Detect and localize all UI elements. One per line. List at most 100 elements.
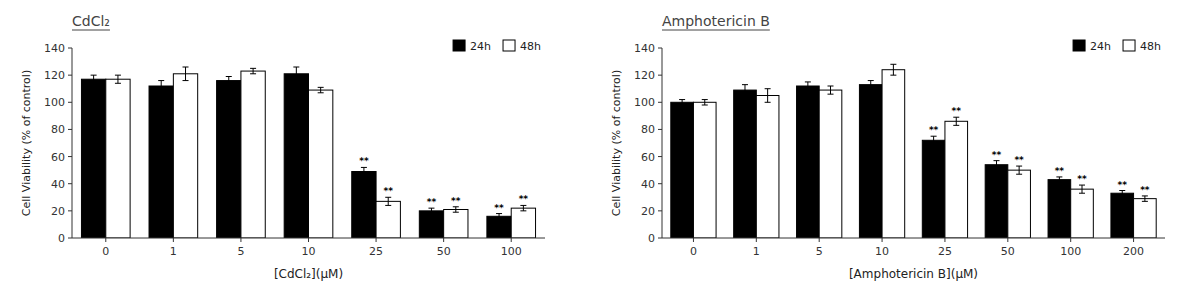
error-cap [520, 210, 526, 211]
error-line [870, 81, 871, 89]
significance-label: ** [451, 196, 461, 206]
x-axis-label: [Amphotericin B](μM) [849, 267, 978, 281]
bar [671, 102, 694, 238]
error-cap [91, 83, 97, 84]
y-tick-label: 20 [641, 205, 655, 218]
x-tick-label: 100 [1060, 245, 1081, 258]
y-tick-label: 80 [641, 123, 655, 136]
bar [734, 90, 757, 238]
panel: Amphotericin B****************0204060801… [610, 13, 1165, 281]
y-tick-label: 40 [641, 178, 655, 191]
error-cap [765, 88, 771, 89]
error-bar [250, 68, 256, 73]
y-tick [658, 129, 662, 130]
y-tick-label: 0 [58, 232, 65, 245]
bar [922, 140, 945, 238]
x-tick-label: 100 [501, 245, 522, 258]
error-cap [953, 125, 959, 126]
bar [106, 79, 130, 238]
error-cap [453, 206, 459, 207]
marks [671, 64, 1156, 238]
figure: CdCl₂************02040608010012014001510… [0, 0, 1185, 296]
error-bar [679, 100, 685, 105]
error-cap [679, 99, 685, 100]
error-cap [868, 80, 874, 81]
y-tick [658, 75, 662, 76]
chart-root: CdCl₂************02040608010012014001510… [0, 0, 1185, 296]
error-bar [828, 86, 834, 94]
error-cap [496, 213, 502, 214]
y-tick-label: 100 [634, 96, 655, 109]
significance-label: ** [1014, 155, 1024, 165]
bar [985, 165, 1008, 238]
y-tick-label: 140 [44, 42, 65, 55]
bar [945, 121, 968, 238]
error-bar [428, 208, 434, 213]
error-cap [1016, 166, 1022, 167]
error-cap [993, 160, 999, 161]
y-axis-line [72, 48, 73, 238]
y-tick-label: 60 [51, 151, 65, 164]
bar [376, 201, 400, 238]
x-tick [308, 238, 309, 242]
bar [1071, 189, 1094, 238]
bar [309, 90, 333, 238]
x-tick-label: 25 [369, 245, 383, 258]
error-bar [91, 75, 97, 83]
error-cap [183, 67, 189, 68]
bar [797, 86, 820, 238]
legend-swatch [1073, 40, 1085, 51]
error-bar [183, 67, 189, 81]
error-line [431, 208, 432, 213]
legend-swatch [503, 40, 515, 51]
bar [173, 74, 197, 238]
error-bar [805, 82, 811, 90]
error-line [455, 207, 456, 212]
error-line [1144, 196, 1145, 201]
error-cap [318, 87, 324, 88]
y-tick-label: 140 [634, 42, 655, 55]
bar [1111, 193, 1134, 238]
bar [1008, 170, 1031, 238]
significance-label: ** [1055, 166, 1065, 176]
bar [419, 211, 443, 238]
x-tick [443, 238, 444, 242]
bar [1134, 199, 1157, 238]
y-tick [658, 210, 662, 211]
error-bar [1119, 191, 1125, 196]
error-line [1082, 185, 1083, 193]
significance-label: ** [494, 203, 504, 213]
y-tick [68, 156, 72, 157]
x-tick-label: 50 [1001, 245, 1015, 258]
error-line [1019, 166, 1020, 174]
y-tick-label: 40 [51, 178, 65, 191]
legend-label: 48h [520, 40, 541, 53]
legend-label: 24h [470, 40, 491, 53]
x-tick [173, 238, 174, 242]
error-line [93, 75, 94, 83]
error-bar [890, 64, 896, 75]
y-tick [68, 48, 72, 49]
y-tick [68, 210, 72, 211]
error-cap [931, 144, 937, 145]
error-cap [158, 91, 164, 92]
error-line [1059, 177, 1060, 182]
significance-label: ** [1077, 174, 1087, 184]
error-cap [361, 167, 367, 168]
error-cap [158, 80, 164, 81]
x-tick [944, 238, 945, 242]
y-tick [658, 48, 662, 49]
error-cap [293, 67, 299, 68]
bar [241, 71, 265, 238]
significance-label: ** [384, 186, 394, 196]
legend-swatch [453, 40, 465, 51]
x-tick-label: 0 [690, 245, 697, 258]
y-tick [68, 238, 72, 239]
error-cap [805, 90, 811, 91]
error-cap [828, 94, 834, 95]
error-cap [953, 117, 959, 118]
error-cap [250, 73, 256, 74]
error-bar [1079, 185, 1085, 193]
y-tick [658, 183, 662, 184]
error-cap [1056, 182, 1062, 183]
